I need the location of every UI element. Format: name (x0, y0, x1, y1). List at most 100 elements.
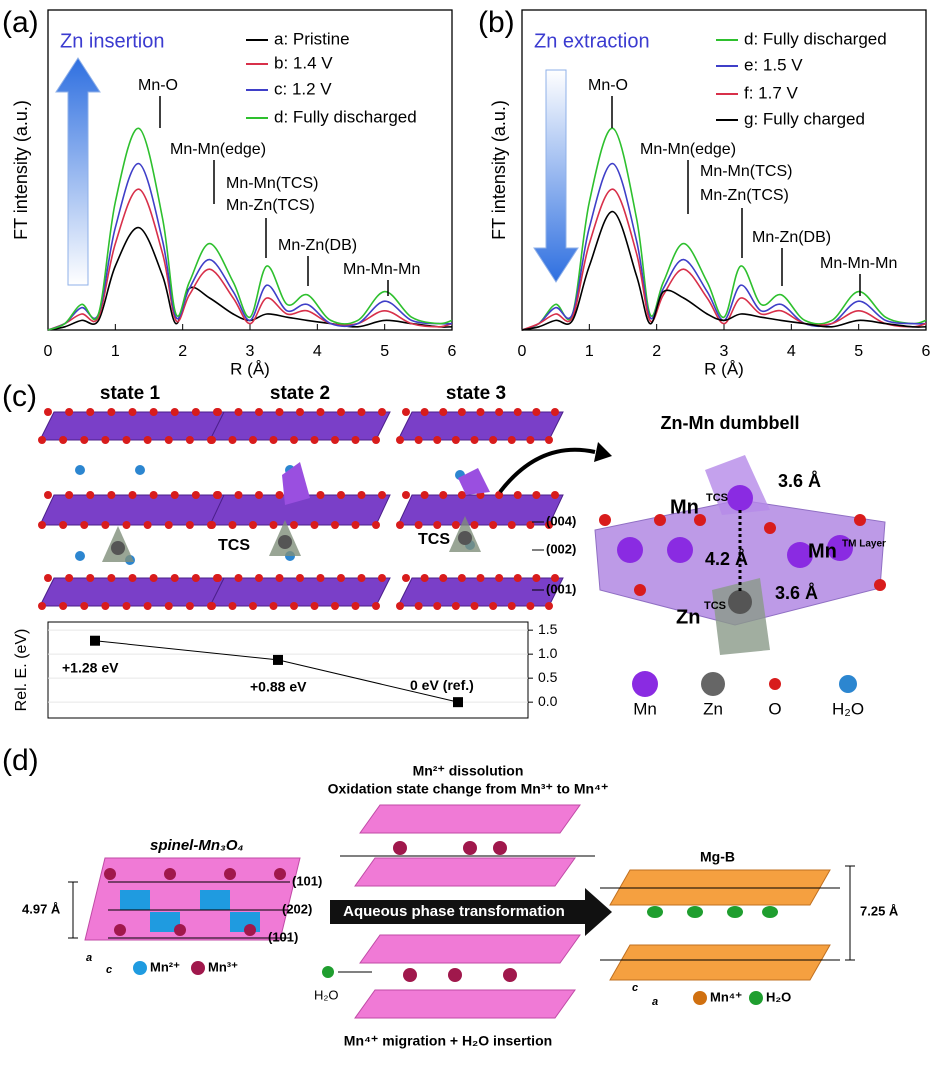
tcs-label: TCS (218, 537, 250, 554)
oxygen (357, 491, 366, 499)
label: Zn (676, 606, 700, 628)
title: Oxidation state change from Mn³⁺ to Mn⁴⁺ (328, 781, 609, 797)
x-tick-label: 4 (787, 343, 796, 360)
axis-label: c (632, 982, 638, 994)
label: TM Layer (842, 539, 886, 550)
zn (458, 531, 472, 545)
water (322, 966, 334, 978)
mn3-atom (244, 924, 256, 936)
water (75, 551, 85, 561)
oxygen (396, 602, 404, 610)
oxygen (170, 491, 179, 499)
legend-mn2 (133, 961, 147, 975)
oxygen (44, 574, 52, 582)
x-tick-label: 6 (448, 343, 457, 360)
oxygen (101, 521, 110, 529)
plane-label: (202) (282, 901, 312, 916)
tetrahedron (712, 578, 770, 655)
legend-mn3 (191, 961, 205, 975)
state-label: state 2 (270, 383, 330, 404)
mn-atom (827, 535, 853, 561)
label: Mn (670, 496, 699, 518)
legend-label: b: 1.4 V (274, 53, 333, 72)
oxygen (513, 491, 522, 499)
label: 3.6 Å (778, 471, 821, 491)
mn-layer (39, 411, 226, 441)
label: TCS (706, 492, 728, 504)
plane-label: (101) (292, 873, 322, 888)
mn-layer (209, 411, 391, 441)
legend-label: Mn³⁺ (208, 959, 238, 974)
chart-title: Zn extraction (534, 30, 650, 52)
label: 3.6 Å (775, 583, 818, 603)
zn (278, 535, 292, 549)
mn-layer (209, 494, 391, 526)
y-tick-label: 1.5 (538, 621, 558, 637)
x-tick-label: 1 (585, 343, 594, 360)
oxygen (59, 436, 68, 444)
mn3-atom (174, 924, 186, 936)
value-label: +1.28 eV (62, 659, 119, 675)
x-tick-label: 3 (246, 343, 255, 360)
value-label: +0.88 eV (250, 679, 307, 695)
oxygen (65, 408, 74, 416)
oxygen (351, 436, 360, 444)
oxygen (513, 574, 522, 582)
x-axis-label: R (Å) (230, 359, 270, 378)
arrow-head (594, 442, 612, 462)
oxygen (551, 491, 559, 499)
oxygen (414, 436, 423, 444)
oxygen (396, 521, 404, 529)
oxygen (59, 602, 68, 610)
plane-label: (001) (546, 581, 576, 596)
arrow-label: Aqueous phase transformation (343, 903, 565, 920)
oxygen (107, 408, 116, 416)
oxygen (331, 436, 339, 444)
mn-layer (397, 494, 564, 526)
label: 4.2 Å (705, 549, 748, 569)
oxygen (476, 408, 485, 416)
oxygen (396, 436, 404, 444)
arrow-big (330, 888, 612, 936)
oxygen (439, 491, 448, 499)
oxygen (255, 408, 263, 416)
spectrum-line (521, 127, 927, 331)
legend-label: e: 1.5 V (744, 55, 803, 74)
mn-atom (667, 537, 693, 563)
panel-label: (d) (2, 744, 39, 777)
oxygen (451, 602, 460, 610)
oxygen (214, 491, 222, 499)
oxygen (310, 602, 319, 610)
mn3-atom (503, 968, 517, 982)
legend-label: d: Fully discharged (744, 29, 887, 48)
x-tick-label: 0 (518, 343, 527, 360)
legend-label: Mn²⁺ (150, 959, 180, 974)
peak-annotation: Mn-Zn(TCS) (700, 187, 789, 204)
oxygen (38, 521, 46, 529)
oxygen (551, 574, 559, 582)
oxygen (59, 521, 68, 529)
legend-atom (632, 671, 658, 697)
oxygen (378, 491, 386, 499)
oxygen (489, 436, 498, 444)
oxygen (101, 602, 110, 610)
oxygen (290, 521, 298, 529)
oxygen (351, 521, 360, 529)
spacing-bar (68, 881, 78, 939)
oxygen (269, 436, 278, 444)
mn-layer (209, 577, 391, 607)
oxygen (439, 408, 448, 416)
axis-label: c (106, 964, 112, 976)
water (75, 465, 85, 475)
value-label: 0 eV (ref.) (410, 677, 474, 693)
oxygen (249, 436, 257, 444)
oxygen (694, 514, 706, 526)
oxygen (420, 574, 429, 582)
legend-label: Mn (633, 699, 657, 718)
mn2-site (150, 912, 180, 932)
plot-frame (47, 9, 453, 331)
oxygen (185, 602, 194, 610)
oxygen (532, 408, 541, 416)
oxygen (143, 521, 152, 529)
